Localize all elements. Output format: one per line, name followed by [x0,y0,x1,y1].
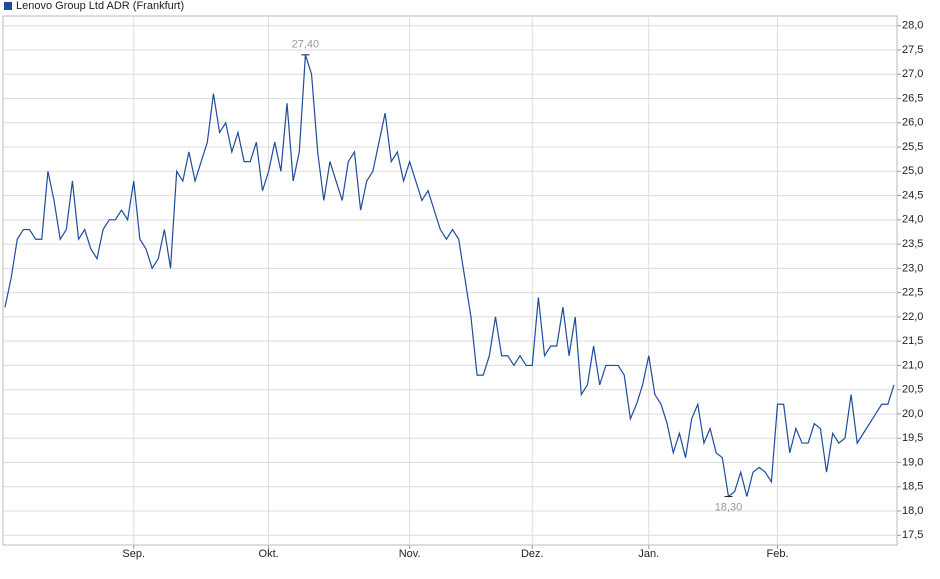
legend-label: Lenovo Group Ltd ADR (Frankfurt) [16,0,184,12]
y-tick-label: 24,5 [902,189,923,201]
legend-swatch [4,2,12,10]
annotation: 18,30 [715,501,743,513]
y-tick-label: 27,0 [902,68,923,80]
y-tick-label: 22,0 [902,311,923,323]
y-tick-label: 23,0 [902,262,923,274]
y-tick-label: 24,0 [902,214,923,226]
y-tick-label: 23,5 [902,238,923,250]
plot-frame [2,15,898,546]
line [4,54,895,498]
y-tick-label: 26,0 [902,117,923,129]
y-tick-label: 27,5 [902,44,923,56]
x-tick-label: Sep. [122,548,145,560]
y-tick-label: 20,0 [902,408,923,420]
y-tick-label: 17,5 [902,529,923,541]
y-tick-label: 20,5 [902,384,923,396]
y-tick-label: 21,5 [902,335,923,347]
y-tick-label: 25,0 [902,165,923,177]
y-tick-label: 22,5 [902,287,923,299]
annotation: 27,40 [292,39,320,51]
y-tick-label: 25,5 [902,141,923,153]
x-tick-label: Nov. [399,548,421,560]
y-tick-label: 19,5 [902,432,923,444]
y-tick-label: 26,5 [902,92,923,104]
x-tick-label: Feb. [767,548,789,560]
x-tick-label: Dez. [521,548,544,560]
x-tick-label: Okt. [259,548,279,560]
y-tick-label: 18,5 [902,481,923,493]
y-tick-label: 28,0 [902,20,923,32]
y-tick-label: 19,0 [902,456,923,468]
x-tick-label: Jan. [638,548,659,560]
y-tick-label: 18,0 [902,505,923,517]
y-tick-label: 21,0 [902,359,923,371]
